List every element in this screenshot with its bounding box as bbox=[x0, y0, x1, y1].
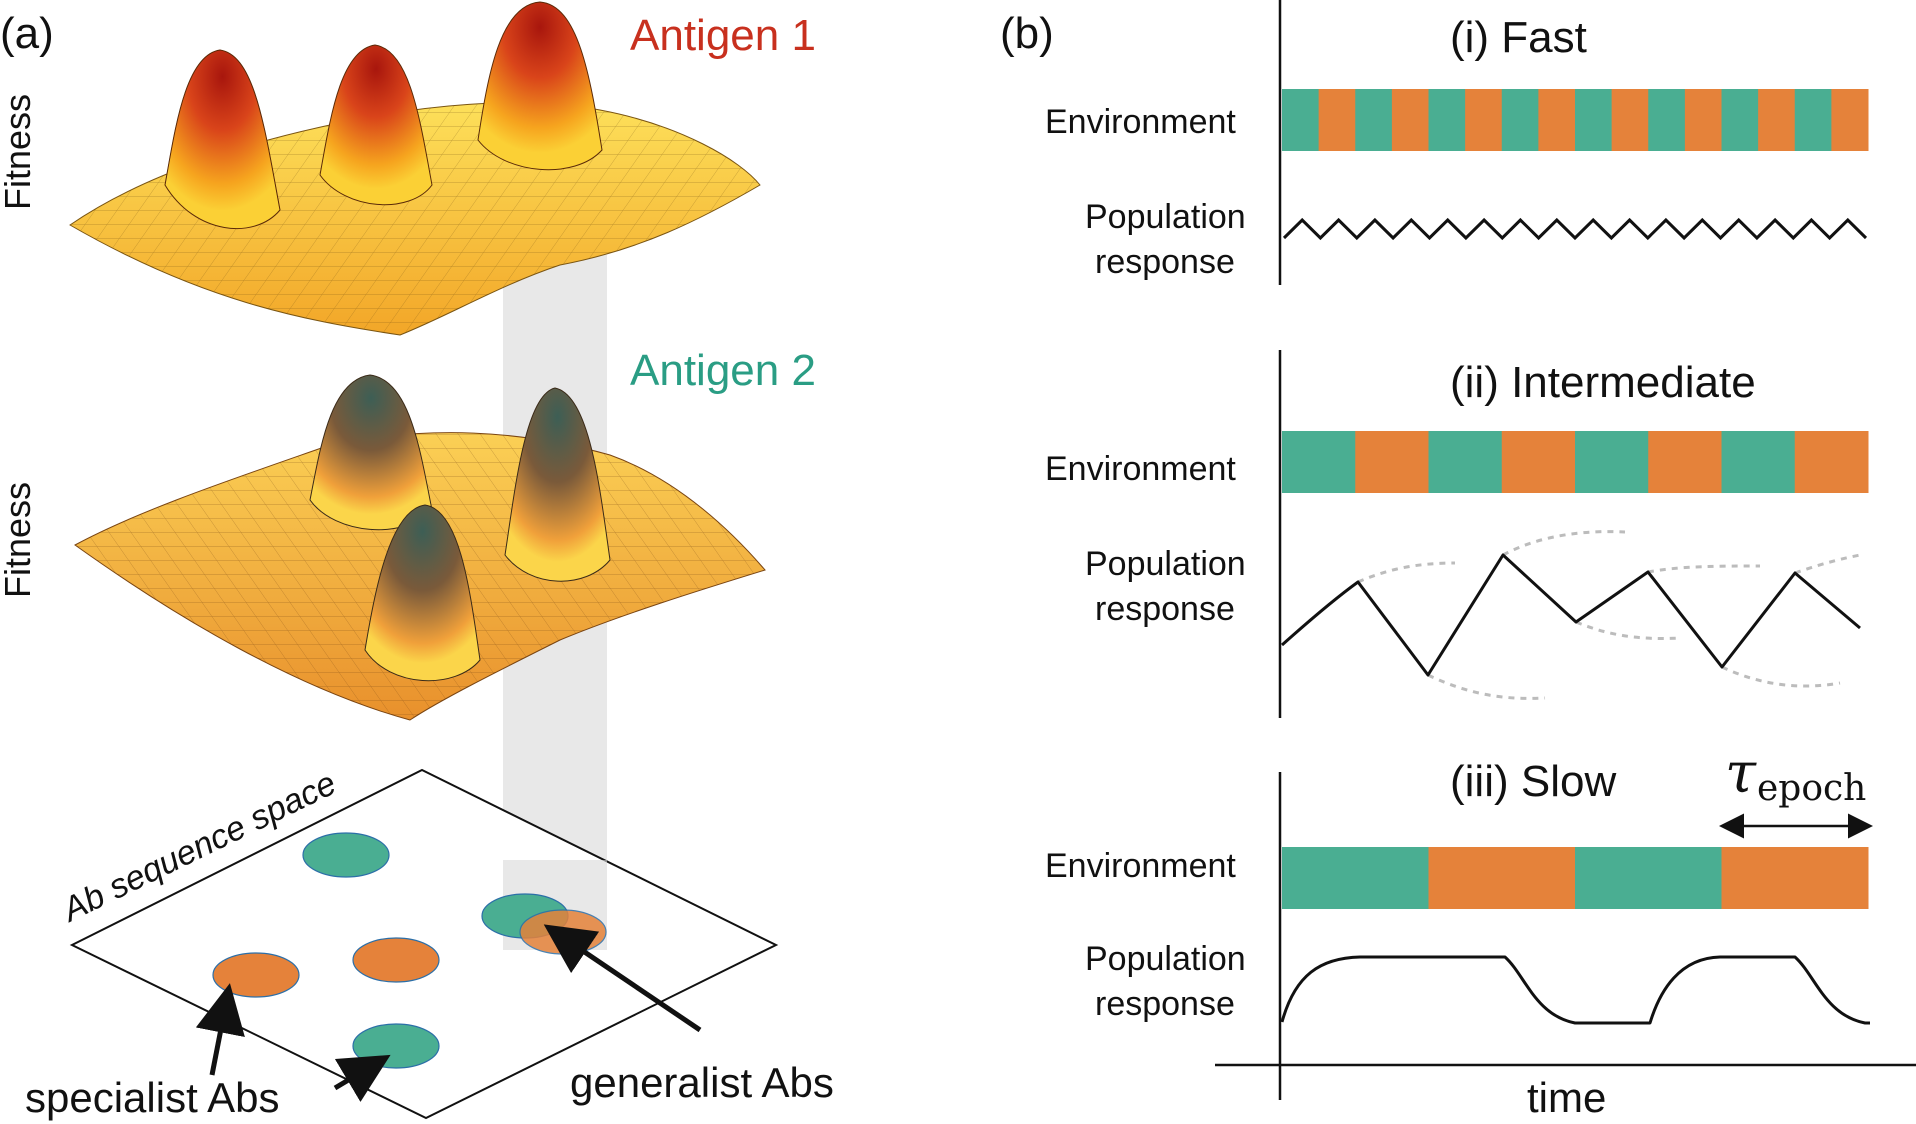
fitness-axis-label-top: Fitness bbox=[0, 94, 38, 210]
environment-intermediate-segment-4 bbox=[1501, 431, 1576, 493]
slow-environment-label: Environment bbox=[1045, 847, 1236, 885]
tau-symbol: τ bbox=[1725, 741, 1757, 806]
antibody-teal-1 bbox=[302, 832, 390, 878]
environment-intermediate-segment-7 bbox=[1721, 431, 1796, 493]
fast-environment-label: Environment bbox=[1045, 103, 1236, 141]
antigen1-landscape bbox=[69, 1, 761, 336]
generalist-label: generalist Abs bbox=[570, 1059, 834, 1106]
environment-intermediate-segment-1 bbox=[1282, 431, 1356, 493]
environment-fast-segment-2 bbox=[1318, 89, 1356, 151]
specialist-antibody-teal bbox=[352, 1023, 440, 1069]
tau-subscript: epoch bbox=[1757, 768, 1866, 809]
intermediate-title: (ii) Intermediate bbox=[1450, 358, 1756, 407]
environment-intermediate-segment-3 bbox=[1428, 431, 1503, 493]
environment-fast-segment-10 bbox=[1611, 89, 1649, 151]
environment-fast-segment-3 bbox=[1355, 89, 1393, 151]
dashed-continuation-2 bbox=[1427, 673, 1546, 700]
environment-fast-segment-16 bbox=[1831, 89, 1869, 151]
dashed-continuation-1 bbox=[1357, 561, 1456, 584]
slow-population-label-line2: response bbox=[1095, 985, 1235, 1023]
environment-fast-segment-8 bbox=[1538, 89, 1576, 151]
environment-slow-segment-1 bbox=[1282, 847, 1429, 909]
environment-fast-segment-6 bbox=[1465, 89, 1503, 151]
fast-population-label-line2: response bbox=[1095, 243, 1235, 281]
fast-population-label-line1: Population bbox=[1085, 198, 1246, 236]
environment-fast-segment-9 bbox=[1575, 89, 1613, 151]
environment-bar-slow bbox=[1282, 847, 1869, 909]
specialist-arrow-1 bbox=[195, 983, 245, 1076]
environment-intermediate-segment-2 bbox=[1355, 431, 1429, 493]
environment-intermediate-segment-8 bbox=[1794, 431, 1869, 493]
environment-fast-segment-11 bbox=[1648, 89, 1686, 151]
specialist-antibody-orange-1 bbox=[212, 952, 300, 998]
panel-a-label: (a) bbox=[0, 9, 54, 58]
antigen2-label: Antigen 2 bbox=[630, 346, 816, 395]
dashed-continuation-6 bbox=[1721, 665, 1841, 688]
dashed-continuation-5 bbox=[1647, 564, 1761, 574]
antigen2-landscape bbox=[74, 374, 766, 721]
slow-title: (iii) Slow bbox=[1450, 757, 1616, 806]
intermediate-environment-label: Environment bbox=[1045, 450, 1236, 488]
environment-fast-segment-1 bbox=[1282, 89, 1320, 151]
environment-slow-segment-2 bbox=[1428, 847, 1576, 909]
intermediate-population-label-line2: response bbox=[1095, 590, 1235, 628]
fast-title: (i) Fast bbox=[1450, 13, 1587, 62]
environment-intermediate-segment-5 bbox=[1575, 431, 1649, 493]
response-curve-fast bbox=[1282, 217, 1868, 241]
environment-fast-segment-14 bbox=[1758, 89, 1796, 151]
dashed-continuations-intermediate bbox=[1357, 530, 1861, 700]
dashed-continuation-3 bbox=[1502, 530, 1626, 557]
antibody-orange-2 bbox=[352, 937, 440, 983]
fitness-axis-label-mid: Fitness bbox=[0, 482, 38, 598]
response-curve-intermediate bbox=[1281, 553, 1861, 677]
environment-fast-segment-5 bbox=[1428, 89, 1466, 151]
environment-bar-fast bbox=[1282, 89, 1869, 151]
dashed-continuation-4 bbox=[1575, 620, 1681, 640]
intermediate-population-label-line1: Population bbox=[1085, 545, 1246, 583]
antigen1-label: Antigen 1 bbox=[630, 11, 816, 60]
generalist-arrow bbox=[543, 924, 702, 1033]
environment-fast-segment-4 bbox=[1391, 89, 1430, 151]
response-curve-slow bbox=[1280, 955, 1870, 1025]
environment-fast-segment-12 bbox=[1684, 89, 1723, 151]
environment-fast-segment-15 bbox=[1794, 89, 1832, 151]
time-axis-label: time bbox=[1527, 1074, 1606, 1121]
specialist-label: specialist Abs bbox=[25, 1074, 279, 1121]
slow-population-label-line1: Population bbox=[1085, 940, 1246, 978]
environment-slow-segment-3 bbox=[1575, 847, 1722, 909]
dashed-continuation-7 bbox=[1794, 553, 1861, 575]
specialist-arrow-2 bbox=[333, 1054, 391, 1102]
environment-bar-intermediate bbox=[1282, 431, 1869, 493]
generalist-antibody-orange bbox=[519, 909, 607, 955]
environment-slow-segment-4 bbox=[1721, 847, 1869, 909]
environment-intermediate-segment-6 bbox=[1648, 431, 1722, 493]
environment-fast-segment-7 bbox=[1501, 89, 1539, 151]
environment-fast-segment-13 bbox=[1721, 89, 1759, 151]
panel-b-label: (b) bbox=[1000, 9, 1054, 58]
